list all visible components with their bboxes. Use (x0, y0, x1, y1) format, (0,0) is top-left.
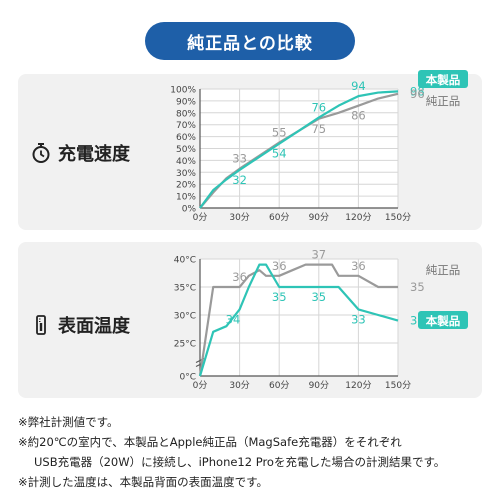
data-label-genuine: 75 (311, 122, 326, 136)
page-title: 純正品との比較 (145, 22, 355, 60)
footnote: ※計測した温度は、本製品背面の表面温度です。 (18, 475, 268, 489)
x-tick-label: 60分 (269, 212, 289, 223)
y-tick-label: 30% (176, 169, 196, 179)
data-label-genuine: 36 (232, 270, 247, 284)
footnote: USB充電器（20W）に接続し、iPhone12 Proを充電した場合の計測結果… (34, 455, 446, 469)
legend-label-product: 本製品 (426, 73, 461, 87)
y-tick-label: 70% (176, 121, 196, 131)
series-line-genuine (198, 263, 398, 377)
data-label-genuine: 37 (311, 248, 326, 262)
y-tick-label: 40% (176, 157, 196, 167)
surface-temperature-label: 表面温度 (58, 316, 130, 337)
y-tick-label: 0°C (179, 373, 196, 383)
legend-label-genuine: 純正品 (426, 94, 461, 108)
footnote: ※約20℃の室内で、本製品とApple純正品（MagSafe充電器）をそれぞれ (18, 435, 402, 449)
x-tick-label: 0分 (193, 380, 208, 391)
x-tick-label: 120分 (345, 212, 371, 223)
data-label-genuine: 86 (351, 109, 366, 123)
x-tick-label: 90分 (309, 212, 329, 223)
y-tick-label: 90% (176, 97, 196, 107)
x-tick-label: 90分 (309, 380, 329, 391)
data-label-product: 94 (351, 79, 366, 93)
y-tick-label: 100% (170, 86, 196, 96)
y-tick-label: 80% (176, 109, 196, 119)
footnotes: ※弊社計測値です。 ※約20℃の室内で、本製品とApple純正品（MagSafe… (18, 412, 488, 492)
series-line-product (198, 263, 399, 377)
data-label-genuine: 36 (272, 259, 287, 273)
data-label-product: 34 (226, 312, 241, 326)
charging-speed-panel: 充電速度 0% 10% 20% 30% 40% 50% 60% 70% 80% 90% 100% 0分… (18, 70, 482, 230)
data-label-genuine: 96 (410, 87, 425, 101)
stopwatch-icon (32, 143, 50, 163)
charging-speed-label-group: 充電速度 (30, 140, 130, 166)
data-label-product: 35 (311, 290, 326, 304)
y-tick-label: 20% (176, 181, 196, 191)
x-tick-label: 30分 (229, 212, 249, 223)
legend-badge-product (418, 311, 468, 329)
surface-temperature-chart: 0°C 25°C 30°C 35°C 40°C 0分 30分 60分 90分 120分 150分 34… (174, 248, 468, 391)
data-label-product: 33 (351, 312, 366, 326)
data-label-product: 54 (272, 147, 287, 161)
charging-speed-label: 充電速度 (58, 144, 130, 165)
y-tick-label: 35°C (174, 284, 196, 294)
data-label-product: 32 (232, 173, 247, 187)
thermometer-icon (36, 315, 46, 335)
series-line-product (199, 90, 399, 209)
charging-speed-chart: 0% 10% 20% 30% 40% 50% 60% 70% 80% 90%100% 0分 30分 60… (170, 70, 468, 223)
y-tick-label: 50% (176, 145, 196, 155)
x-tick-label: 30分 (229, 380, 249, 391)
data-label-genuine: 35 (410, 280, 425, 294)
x-tick-label: 120分 (345, 380, 371, 391)
y-tick-label: 40°C (174, 256, 196, 266)
x-tick-label: 60分 (269, 380, 289, 391)
x-tick-label: 150分 (385, 212, 411, 223)
data-label-product: 76 (311, 101, 326, 115)
data-label-genuine: 55 (272, 126, 287, 140)
footnote: ※弊社計測値です。 (18, 415, 119, 429)
y-tick-label: 60% (176, 133, 196, 143)
legend-label-genuine: 純正品 (426, 263, 461, 277)
y-tick-label: 0% (182, 205, 197, 215)
y-tick-label: 30°C (174, 312, 196, 322)
y-tick-label: 25°C (174, 340, 196, 350)
surface-temperature-panel: 表面温度 0°C 25°C 30°C 35°C 40°C 0分 30分 60分 90分 120分 1… (18, 242, 482, 398)
x-tick-label: 150分 (385, 380, 411, 391)
data-label-genuine: 33 (232, 152, 247, 166)
surface-temperature-label-group: 表面温度 (30, 312, 130, 338)
legend-badge-product (418, 70, 468, 88)
data-label-product: 35 (272, 290, 287, 304)
y-tick-label: 10% (176, 193, 196, 203)
legend-label-product: 本製品 (426, 314, 461, 328)
data-label-genuine: 36 (351, 259, 366, 273)
x-tick-label: 0分 (193, 212, 208, 223)
